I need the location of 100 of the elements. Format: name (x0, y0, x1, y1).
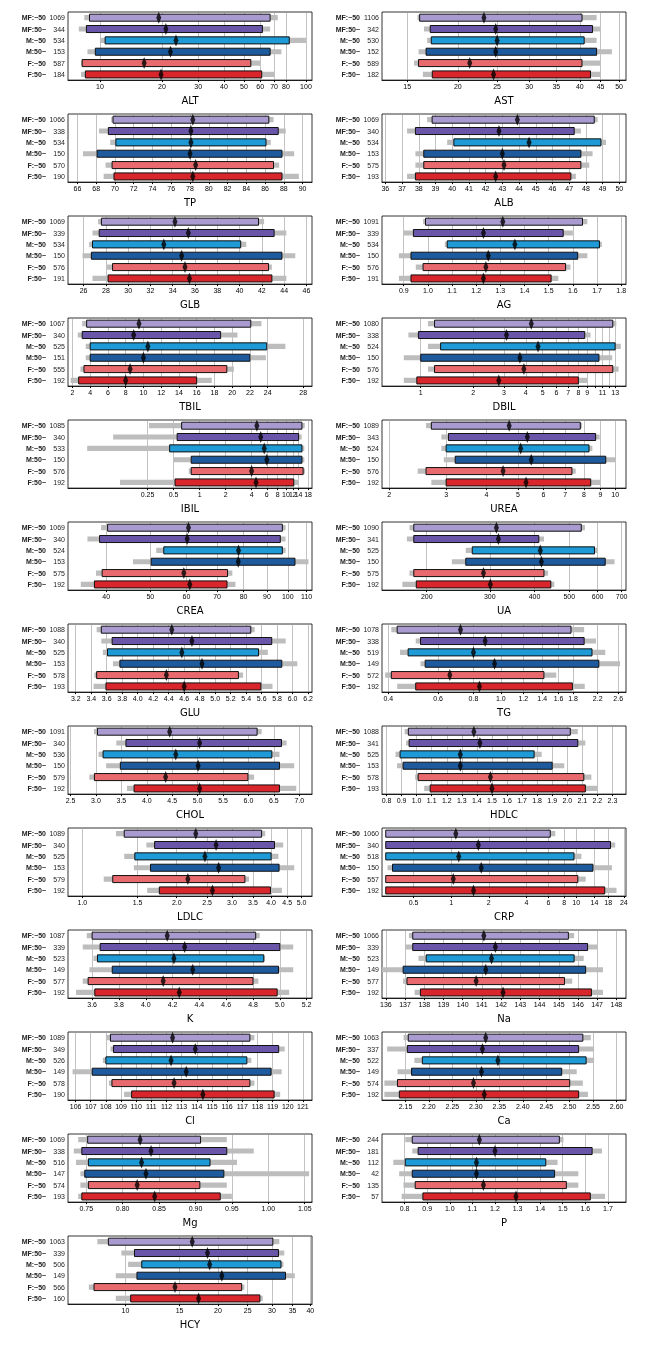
bar (96, 727, 258, 736)
bar (422, 263, 567, 272)
x-axis-title: UA (496, 604, 512, 616)
bar (111, 965, 279, 974)
bar (107, 274, 273, 283)
bar (163, 546, 283, 555)
x-axis-title: P (500, 1216, 508, 1228)
bar (412, 931, 569, 940)
bar (420, 353, 600, 362)
x-axis-title: GLB (179, 298, 201, 310)
bar (81, 59, 252, 68)
bar (399, 750, 535, 759)
bar (141, 1260, 282, 1269)
x-axis-title: HDLC (490, 808, 518, 820)
bar (407, 1033, 584, 1042)
bar (154, 841, 275, 850)
bar (423, 149, 582, 158)
bar (112, 875, 246, 884)
bar (411, 1169, 556, 1178)
x-axis-title: ALT (181, 94, 200, 106)
bar (107, 1237, 274, 1246)
bar (133, 1249, 279, 1258)
bar (471, 546, 595, 555)
bar (385, 875, 579, 884)
bar (415, 682, 573, 691)
x-axis-title: Ca (497, 1114, 511, 1126)
bar (102, 750, 273, 759)
bar (417, 1147, 593, 1156)
bar (414, 172, 572, 181)
bar (87, 1135, 202, 1144)
bar (407, 648, 593, 657)
bar (96, 149, 283, 158)
bar (398, 1090, 580, 1099)
bar (84, 70, 263, 79)
bar (414, 1181, 567, 1190)
bar (385, 841, 612, 850)
bar (107, 648, 260, 657)
bar (424, 659, 600, 668)
x-axis-title: TP (182, 196, 197, 208)
x-axis-title: TG (496, 706, 511, 718)
bar (107, 127, 279, 136)
bar (417, 331, 586, 340)
bar (150, 557, 296, 566)
bar (181, 421, 303, 430)
bar (423, 161, 582, 170)
x-axis-title: CHOL (176, 808, 205, 820)
x-axis-title: CREA (176, 604, 204, 616)
x-axis-title: Mg (182, 1216, 198, 1228)
bar (406, 977, 566, 986)
x-axis-title: HCY (179, 1318, 202, 1330)
bar (429, 784, 586, 793)
bar (113, 172, 283, 181)
x-axis-title: CRP (494, 910, 514, 922)
bar (111, 637, 273, 646)
bar (90, 251, 283, 260)
x-axis-title: K (186, 1012, 194, 1024)
bar (91, 931, 257, 940)
bar (169, 444, 303, 453)
bar (105, 682, 262, 691)
bar (89, 353, 251, 362)
bar (100, 625, 252, 634)
bar (99, 535, 281, 544)
bar (87, 1181, 201, 1190)
bar (150, 863, 280, 872)
bar (91, 1067, 272, 1076)
bar (390, 671, 545, 680)
bar (454, 455, 607, 464)
x-axis-title: LDLC (177, 910, 203, 922)
bar (453, 138, 602, 147)
x-axis-title: DBIL (492, 400, 516, 412)
bar (99, 943, 281, 952)
bar (115, 138, 267, 147)
bar (83, 365, 228, 374)
bar (425, 467, 573, 476)
bar (396, 625, 572, 634)
bar (434, 365, 614, 374)
bar (412, 943, 589, 952)
bar (421, 1056, 587, 1065)
bar (176, 433, 300, 442)
bar (84, 1169, 225, 1178)
bar (416, 376, 579, 385)
bar (174, 478, 295, 487)
bar (410, 251, 579, 260)
bar (411, 1135, 560, 1144)
bar (407, 727, 571, 736)
bar (396, 1079, 571, 1088)
bar (402, 965, 587, 974)
bar (419, 988, 592, 997)
bar (465, 557, 606, 566)
bar (104, 36, 290, 45)
bar (402, 761, 553, 770)
bar (392, 863, 594, 872)
bar (81, 1147, 228, 1156)
x-axis-title: ALB (494, 196, 514, 208)
bar (404, 1158, 547, 1167)
bar (125, 739, 282, 748)
bar (385, 829, 551, 838)
x-axis-title: AST (494, 94, 515, 106)
bar (92, 240, 242, 249)
bar (133, 784, 280, 793)
